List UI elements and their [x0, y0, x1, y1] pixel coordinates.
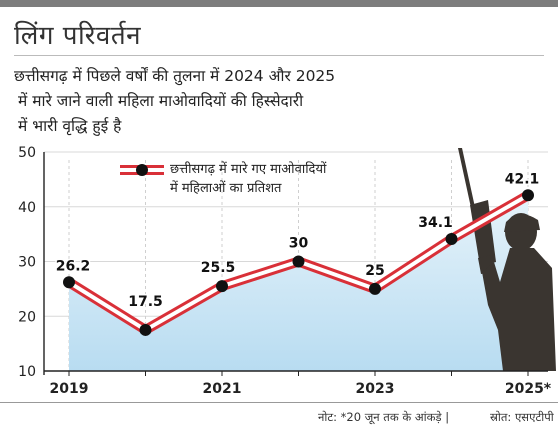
footer-divider	[0, 402, 558, 403]
y-tick-label: 20	[18, 309, 36, 325]
data-point	[445, 233, 458, 246]
page-title: लिंग परिवर्तन	[14, 21, 142, 51]
cap	[504, 214, 540, 232]
data-label: 25	[365, 263, 384, 279]
y-tick-label: 30	[18, 255, 36, 271]
legend-marker	[136, 164, 148, 176]
data-point	[292, 255, 305, 268]
data-labels: 26.2 17.5 25.5 30 25 34.1 42.1	[54, 170, 541, 312]
y-tick-label: 50	[18, 145, 36, 161]
footnote: नोट: *20 जून तक के आंकड़े |	[318, 410, 450, 424]
source-credit: स्रोत: एसएटीपी	[490, 410, 554, 424]
legend-label-line: में महिलाओं का प्रतिशत	[170, 180, 282, 196]
subtitle-line: में भारी वृद्धि हुई है	[18, 117, 122, 135]
markers	[63, 189, 534, 336]
legend: छत्तीसगढ़ में मारे गए माओवादियों में महि…	[120, 161, 327, 196]
subtitle-line: में मारे जाने वाली महिला माओवादियों की ह…	[18, 92, 304, 110]
top-rule	[0, 0, 558, 7]
x-tick-label: 2025*	[505, 381, 552, 397]
torso	[482, 248, 556, 371]
data-label: 17.5	[128, 294, 163, 310]
subtitle-line: छत्तीसगढ़ में पिछले वर्षों की तुलना में …	[14, 67, 336, 85]
subtitle: छत्तीसगढ़ में पिछले वर्षों की तुलना में …	[14, 64, 554, 139]
y-tick-label: 10	[18, 364, 36, 380]
data-label: 42.1	[505, 171, 540, 187]
legend-label-line: छत्तीसगढ़ में मारे गए माओवादियों	[170, 161, 327, 177]
area-fill	[69, 195, 528, 371]
armed-soldier-silhouette-icon	[458, 148, 556, 371]
x-tick-label: 2021	[203, 381, 242, 397]
data-point	[216, 280, 228, 293]
data-point	[522, 189, 534, 202]
y-tick-label: 40	[18, 200, 36, 216]
data-point	[139, 323, 152, 336]
x-tick-label: 2023	[356, 381, 395, 397]
data-label: 30	[289, 236, 309, 252]
data-label: 25.5	[201, 260, 236, 276]
data-label: 34.1	[418, 215, 453, 231]
data-point	[63, 276, 75, 289]
x-tick-label: 2019	[50, 381, 89, 397]
title-divider	[14, 55, 544, 56]
data-label: 26.2	[56, 258, 91, 274]
data-point	[369, 282, 381, 295]
axes: 10 20 30 40 50 2019 2021 2023 2025*	[18, 145, 552, 397]
